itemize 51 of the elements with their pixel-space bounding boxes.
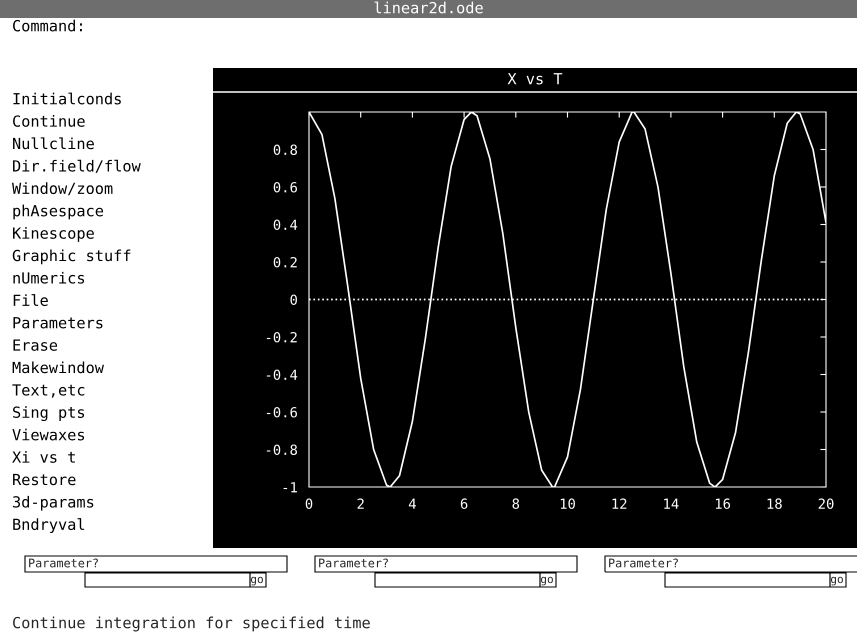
y-tick-label: 0.6 <box>274 182 297 193</box>
text: Nullcline <box>13 137 94 150</box>
text: go <box>540 576 553 586</box>
x-tick-label: 12 <box>612 498 626 509</box>
text: linear2d.ode <box>374 2 483 14</box>
text: Parameters <box>13 317 102 328</box>
x-tick-label: 8 <box>512 498 520 509</box>
text: Initialconds <box>14 92 121 104</box>
text: Dir.field/flow <box>13 160 141 173</box>
text: Continue <box>13 115 85 127</box>
text: Graphic stuff <box>12 249 130 264</box>
x-tick-label: 14 <box>664 498 679 509</box>
y-tick-label: -0.8 <box>266 444 297 456</box>
text: Restore <box>13 474 76 486</box>
text: File <box>14 294 48 306</box>
y-tick-label: -0.2 <box>266 332 297 343</box>
text: 3d-params <box>13 496 94 511</box>
y-tick-label: 0.8 <box>274 144 297 156</box>
text: Viewaxes <box>12 428 84 440</box>
y-tick-label: 0.4 <box>274 220 298 230</box>
x-tick-label: 0 <box>306 498 312 509</box>
x-tick-label: 16 <box>716 498 730 509</box>
y-tick-label: 0 <box>290 294 297 306</box>
text: go <box>830 576 843 586</box>
y-tick-label: -0.4 <box>266 370 298 380</box>
x-tick-label: 18 <box>768 498 782 509</box>
text: Continue integration for specified time <box>13 616 370 632</box>
text: Xi vs t <box>12 451 75 463</box>
y-tick-label: 0.2 <box>274 257 297 268</box>
text: nUmerics <box>13 272 84 284</box>
x-tick-label: 6 <box>460 498 468 509</box>
text: Bndryval <box>13 518 84 534</box>
text: Erase <box>13 340 58 351</box>
chart-title: X vs T <box>508 73 562 84</box>
text: Parameter? <box>609 558 678 568</box>
text: Window/zoom <box>12 182 112 196</box>
text: go <box>250 576 263 586</box>
x-tick-label: 20 <box>818 498 834 509</box>
x-tick-label: 4 <box>408 498 416 509</box>
x-tick-label: 2 <box>358 498 364 509</box>
text: Kinescope <box>13 227 94 242</box>
text: phAsespace <box>13 204 104 220</box>
text: Parameter? <box>319 558 388 568</box>
text: Parameter? <box>29 558 98 568</box>
text: Command: <box>13 20 82 32</box>
y-tick-label: -0.6 <box>266 407 297 418</box>
text: Sing pts <box>13 406 84 422</box>
x-tick-label: 10 <box>560 498 575 509</box>
text: Text,etc <box>12 384 84 398</box>
text: Makewindow <box>12 361 104 374</box>
y-tick-label: -1 <box>284 482 297 492</box>
